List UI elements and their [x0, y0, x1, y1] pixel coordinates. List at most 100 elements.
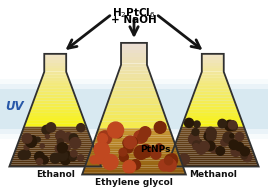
Polygon shape	[38, 86, 72, 89]
Circle shape	[35, 152, 44, 162]
Circle shape	[40, 156, 48, 164]
Circle shape	[65, 146, 70, 150]
FancyBboxPatch shape	[0, 84, 268, 134]
Circle shape	[192, 129, 199, 136]
Polygon shape	[84, 168, 184, 170]
Polygon shape	[179, 131, 246, 133]
Circle shape	[57, 143, 67, 153]
Circle shape	[156, 144, 163, 151]
Polygon shape	[36, 92, 75, 95]
Circle shape	[129, 138, 138, 146]
Polygon shape	[195, 89, 231, 92]
Polygon shape	[121, 43, 147, 46]
Polygon shape	[90, 151, 178, 154]
Polygon shape	[121, 57, 147, 60]
Polygon shape	[93, 142, 175, 145]
Polygon shape	[121, 60, 147, 64]
Polygon shape	[95, 135, 173, 138]
Circle shape	[216, 147, 225, 155]
Circle shape	[119, 148, 126, 156]
Polygon shape	[82, 172, 186, 174]
Circle shape	[46, 123, 56, 132]
Polygon shape	[16, 147, 95, 149]
Circle shape	[151, 149, 161, 159]
Polygon shape	[109, 94, 159, 98]
Polygon shape	[121, 53, 147, 57]
Polygon shape	[44, 57, 66, 60]
Polygon shape	[170, 155, 255, 156]
Polygon shape	[41, 77, 69, 80]
Polygon shape	[44, 66, 66, 68]
Circle shape	[138, 133, 147, 142]
Circle shape	[243, 153, 252, 162]
Circle shape	[18, 151, 27, 159]
Polygon shape	[178, 135, 248, 137]
Polygon shape	[112, 87, 156, 91]
Circle shape	[165, 157, 173, 165]
Circle shape	[78, 155, 84, 161]
Polygon shape	[9, 165, 101, 167]
Polygon shape	[197, 83, 229, 86]
Polygon shape	[12, 159, 99, 161]
Polygon shape	[176, 139, 249, 141]
Polygon shape	[106, 105, 162, 108]
Circle shape	[163, 159, 176, 171]
Circle shape	[235, 142, 244, 151]
Polygon shape	[121, 46, 147, 50]
Polygon shape	[17, 145, 94, 147]
Polygon shape	[181, 127, 245, 129]
Polygon shape	[90, 149, 178, 151]
Polygon shape	[193, 92, 232, 95]
Circle shape	[179, 155, 189, 164]
Circle shape	[193, 144, 199, 150]
Polygon shape	[97, 131, 171, 133]
Polygon shape	[111, 91, 157, 94]
Polygon shape	[91, 147, 177, 149]
Circle shape	[115, 131, 122, 138]
Polygon shape	[24, 124, 87, 127]
Circle shape	[199, 142, 209, 151]
Polygon shape	[27, 115, 83, 118]
Circle shape	[221, 139, 228, 146]
Polygon shape	[94, 138, 174, 140]
Circle shape	[159, 160, 170, 171]
Circle shape	[98, 131, 112, 144]
Text: UV: UV	[5, 100, 24, 113]
Circle shape	[218, 119, 226, 128]
Polygon shape	[39, 83, 71, 86]
Polygon shape	[175, 143, 251, 145]
Circle shape	[139, 145, 152, 157]
Polygon shape	[180, 129, 245, 131]
Text: H$_2$PtCl$_6$: H$_2$PtCl$_6$	[112, 6, 156, 20]
Circle shape	[65, 151, 70, 156]
Polygon shape	[44, 63, 66, 66]
Circle shape	[64, 133, 73, 142]
Polygon shape	[202, 54, 224, 57]
Polygon shape	[35, 95, 76, 98]
Polygon shape	[198, 80, 228, 83]
Circle shape	[240, 147, 250, 156]
Polygon shape	[15, 149, 95, 151]
Circle shape	[103, 154, 118, 170]
Circle shape	[194, 139, 202, 147]
Polygon shape	[83, 170, 185, 172]
Polygon shape	[42, 74, 68, 77]
Polygon shape	[186, 112, 240, 115]
Circle shape	[140, 127, 151, 138]
Circle shape	[231, 147, 241, 156]
Polygon shape	[121, 50, 147, 53]
Circle shape	[204, 132, 213, 141]
Polygon shape	[202, 68, 224, 71]
Polygon shape	[88, 156, 180, 158]
Circle shape	[44, 126, 50, 131]
Circle shape	[40, 144, 44, 148]
Circle shape	[241, 153, 247, 159]
Circle shape	[225, 120, 235, 131]
Polygon shape	[44, 68, 66, 71]
Circle shape	[205, 131, 210, 136]
Polygon shape	[18, 141, 92, 143]
Polygon shape	[101, 118, 167, 122]
FancyBboxPatch shape	[0, 89, 268, 129]
Polygon shape	[169, 159, 256, 161]
Polygon shape	[13, 155, 98, 156]
